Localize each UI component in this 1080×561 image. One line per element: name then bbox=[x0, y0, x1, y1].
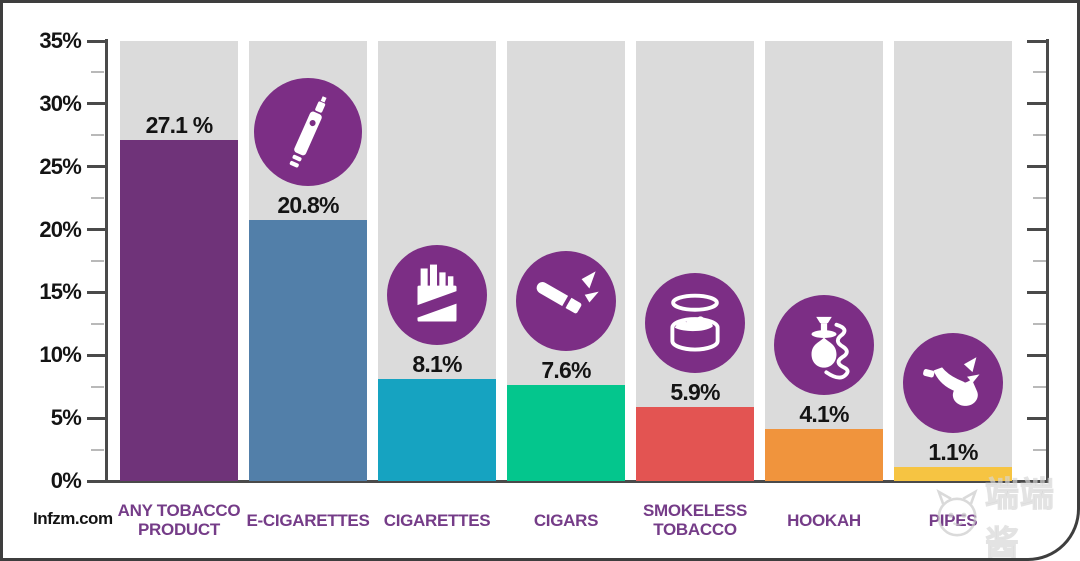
y-axis-right-minor-tick bbox=[1033, 322, 1046, 325]
y-axis-major-tick bbox=[87, 353, 106, 357]
y-axis-minor-tick bbox=[91, 322, 104, 325]
y-axis-right-major-tick bbox=[1027, 228, 1046, 232]
category-label-e-cigarettes: E-CIGARETTES bbox=[246, 510, 370, 530]
y-axis-right-minor-tick bbox=[1033, 134, 1046, 137]
category-label-pipes: PIPES bbox=[928, 510, 978, 530]
y-axis-tick-label: 35% bbox=[39, 28, 81, 53]
bar-column-cigars: 7.6% bbox=[507, 41, 625, 481]
y-axis-minor-tick bbox=[91, 385, 104, 388]
y-axis-left-line bbox=[105, 39, 108, 483]
y-axis-tick-label: 5% bbox=[50, 405, 82, 431]
y-axis-right-major-tick bbox=[1027, 353, 1046, 357]
y-axis-right-line bbox=[1046, 39, 1049, 483]
y-axis-tick-label: 10% bbox=[39, 342, 81, 368]
smokeless-tin-icon bbox=[645, 273, 745, 373]
y-axis-right-minor-tick bbox=[1033, 260, 1046, 262]
bar-hookah bbox=[765, 429, 883, 481]
y-axis-minor-tick bbox=[91, 260, 104, 262]
bar-cigarettes bbox=[378, 379, 496, 481]
y-axis-right-minor-tick bbox=[1033, 197, 1046, 200]
y-axis-right-minor-tick bbox=[1033, 448, 1046, 451]
y-axis-tick-label: 25% bbox=[39, 153, 81, 179]
value-label-any-tobacco-product: 27.1 % bbox=[145, 112, 214, 138]
category-label-cigarettes: CIGARETTES bbox=[383, 510, 491, 530]
bar-column-cigarettes: 8.1% bbox=[378, 41, 496, 481]
y-axis-minor-tick bbox=[91, 448, 104, 451]
y-axis-major-tick bbox=[87, 39, 106, 43]
value-label-smokeless-tobacco: 5.9% bbox=[670, 379, 720, 405]
y-axis-minor-tick bbox=[91, 134, 104, 137]
category-label-cigars: CIGARS bbox=[533, 510, 599, 530]
category-label-smokeless-tobacco: SMOKELESS TOBACCO bbox=[642, 501, 748, 539]
bar-column-e-cigarettes: 20.8% bbox=[249, 41, 367, 481]
bar-e-cigarettes bbox=[249, 220, 367, 481]
value-label-pipes: 1.1% bbox=[928, 439, 978, 465]
category-label-any-tobacco-product: ANY TOBACCO PRODUCT bbox=[117, 501, 241, 539]
value-label-cigars: 7.6% bbox=[541, 357, 591, 383]
cigar-icon bbox=[516, 251, 616, 351]
y-axis-right-major-tick bbox=[1027, 39, 1046, 43]
y-axis-right-major-tick bbox=[1027, 102, 1046, 106]
x-axis-baseline bbox=[105, 480, 1049, 483]
y-axis-minor-tick bbox=[91, 71, 104, 74]
y-axis-right-major-tick bbox=[1027, 290, 1046, 294]
bar-pipes bbox=[894, 467, 1012, 481]
y-axis-minor-tick bbox=[91, 197, 104, 200]
y-axis-major-tick bbox=[87, 102, 106, 106]
y-axis-tick-label: 20% bbox=[39, 216, 81, 242]
y-axis-major-tick bbox=[87, 416, 106, 420]
bar-column-any-tobacco-product: 27.1 % bbox=[120, 41, 238, 481]
y-axis-right-minor-tick bbox=[1033, 71, 1046, 74]
bar-column-smokeless-tobacco: 5.9% bbox=[636, 41, 754, 481]
y-axis-right-major-tick bbox=[1027, 165, 1046, 169]
y-axis-tick-label: 15% bbox=[39, 279, 81, 305]
y-axis-tick-label: 0% bbox=[50, 468, 82, 493]
y-axis-major-tick bbox=[87, 165, 106, 169]
bar-cigars bbox=[507, 385, 625, 481]
y-axis-right-major-tick bbox=[1027, 479, 1046, 483]
e-cigarette-icon bbox=[254, 78, 362, 186]
category-label-hookah: HOOKAH bbox=[787, 510, 861, 530]
y-axis-major-tick bbox=[87, 290, 106, 294]
bar-column-pipes: 1.1% bbox=[894, 41, 1012, 481]
value-label-e-cigarettes: 20.8% bbox=[277, 192, 339, 218]
value-label-cigarettes: 8.1% bbox=[412, 351, 462, 377]
source-label: Infzm.com bbox=[33, 509, 113, 528]
y-axis-right-minor-tick bbox=[1033, 385, 1046, 388]
bar-smokeless-tobacco bbox=[636, 407, 754, 481]
pipe-icon bbox=[903, 333, 1003, 433]
y-axis-major-tick bbox=[87, 228, 106, 232]
value-label-hookah: 4.1% bbox=[799, 401, 849, 427]
bar-column-hookah: 4.1% bbox=[765, 41, 883, 481]
y-axis-tick-label: 30% bbox=[39, 90, 81, 116]
cigarette-pack-icon bbox=[387, 245, 487, 345]
y-axis-right-major-tick bbox=[1027, 416, 1046, 420]
y-axis-major-tick bbox=[87, 479, 106, 483]
bar-any-tobacco-product bbox=[120, 140, 238, 481]
hookah-icon bbox=[774, 295, 874, 395]
